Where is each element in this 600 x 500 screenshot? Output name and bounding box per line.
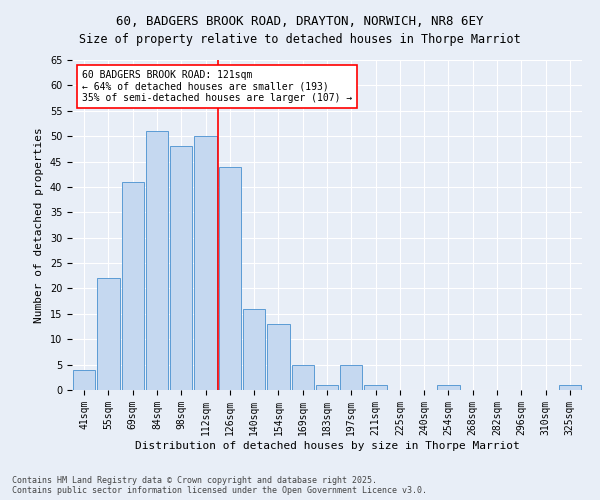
Bar <box>97 278 119 390</box>
Bar <box>316 385 338 390</box>
Bar <box>340 364 362 390</box>
Bar <box>194 136 217 390</box>
Bar <box>292 364 314 390</box>
Bar <box>218 166 241 390</box>
X-axis label: Distribution of detached houses by size in Thorpe Marriot: Distribution of detached houses by size … <box>134 440 520 450</box>
Bar <box>364 385 387 390</box>
Bar <box>243 309 265 390</box>
Text: 60, BADGERS BROOK ROAD, DRAYTON, NORWICH, NR8 6EY: 60, BADGERS BROOK ROAD, DRAYTON, NORWICH… <box>116 15 484 28</box>
Bar <box>170 146 193 390</box>
Bar <box>146 131 168 390</box>
Bar <box>437 385 460 390</box>
Text: 60 BADGERS BROOK ROAD: 121sqm
← 64% of detached houses are smaller (193)
35% of : 60 BADGERS BROOK ROAD: 121sqm ← 64% of d… <box>82 70 352 103</box>
Bar <box>559 385 581 390</box>
Y-axis label: Number of detached properties: Number of detached properties <box>34 127 44 323</box>
Bar <box>73 370 95 390</box>
Text: Contains HM Land Registry data © Crown copyright and database right 2025.
Contai: Contains HM Land Registry data © Crown c… <box>12 476 427 495</box>
Bar <box>267 324 290 390</box>
Bar <box>122 182 144 390</box>
Text: Size of property relative to detached houses in Thorpe Marriot: Size of property relative to detached ho… <box>79 32 521 46</box>
